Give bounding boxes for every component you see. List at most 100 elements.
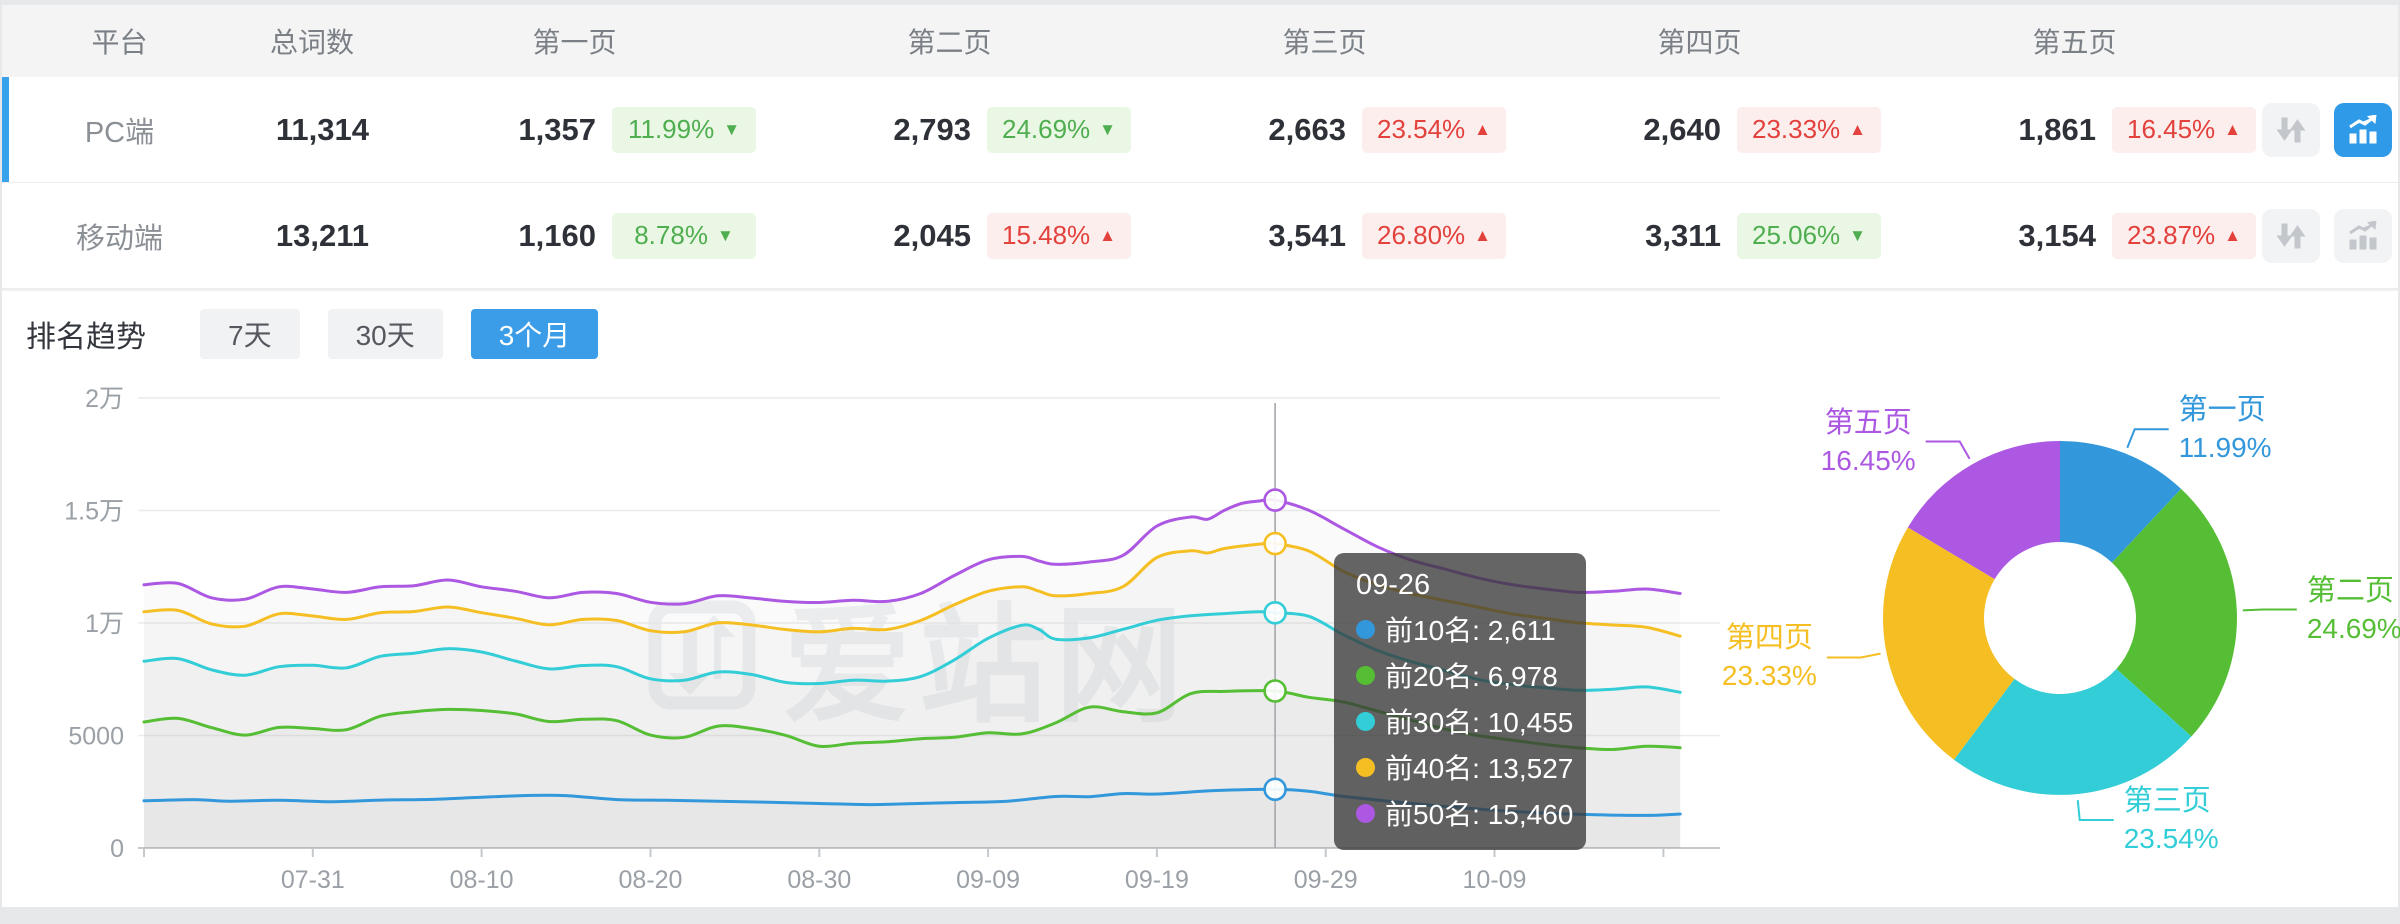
change-percent: 16.45% [2126,114,2216,144]
donut-label-percent: 24.69% [2306,612,2400,644]
area-top20 [144,690,1681,848]
arrow-up-icon: ▲ [1474,226,1491,245]
page-5-cell: 3,154 23.87% ▲ [1887,212,2262,259]
dashboard-card: 平台 总词数 第一页 第二页 第三页 第四页 第五页 PC端 11,314 1,357 11.99… [2,5,2400,907]
page-count: 2,793 [893,111,971,147]
tooltip-date: 09-26 [1356,569,1431,601]
arrow-down-icon: ▼ [1099,120,1116,139]
column-header-5: 第三页 [1282,27,1367,58]
donut-label-leader [1925,440,1971,460]
x-axis-tick-label: 09-29 [1294,866,1358,894]
change-percent: 8.78% [634,220,708,250]
arrow-up-icon: ▲ [2224,226,2241,245]
page-5-cell: 1,861 16.45% ▲ [1887,106,2262,153]
x-axis-tick-label: 08-30 [787,866,851,894]
arrow-up-icon: ▲ [1849,120,1866,139]
tab-30d[interactable]: 30天 [327,309,443,359]
column-header-3: 第一页 [532,27,617,58]
donut-slice-page-3[interactable] [1954,668,2192,795]
tooltip-text: 前40名: 13,527 [1385,753,1574,784]
donut-slice-page-1[interactable] [2060,441,2182,563]
change-badge: 24.69% ▼ [987,106,1131,153]
column-header-7: 第五页 [2032,27,2117,58]
highlight-marker-top50 [1263,488,1287,512]
change-badge: 23.87% ▲ [2112,212,2256,259]
donut-slice-page-2[interactable] [2112,488,2237,737]
row-actions [2262,102,2400,157]
change-badge: 8.78% ▼ [612,212,756,259]
y-axis-tick-label: 2万 [85,385,124,413]
page-1-cell: 1,160 8.78% ▼ [387,212,762,259]
column-header-6: 第四页 [1657,27,1742,58]
trend-chart-button[interactable] [2334,208,2392,263]
donut-label-page-2: 第二页 24.69% [2307,572,2400,648]
tooltip-item: 前30名: 10,455 [1356,698,1573,744]
page-4-cell: 3,311 25.06% ▼ [1512,212,1887,259]
y-axis-tick-label: 0 [110,835,124,863]
tooltip-text: 前50名: 15,460 [1385,799,1574,830]
platform-name: PC端 [84,116,155,149]
change-percent: 11.99% [627,114,715,144]
y-axis-tick-label: 1万 [85,610,124,638]
donut-label-leader [2242,608,2297,612]
x-axis-tick-label: 08-20 [619,866,683,894]
highlight-marker-top20 [1263,679,1287,703]
change-percent: 24.69% [1001,114,1091,144]
page-3-cell: 2,663 23.54% ▲ [1137,106,1512,153]
page-count: 3,311 [1645,217,1721,253]
donut-label-leader [2126,428,2169,449]
page-count: 3,541 [1268,217,1346,253]
change-badge: 26.80% ▲ [1362,212,1506,259]
change-percent: 15.48% [1001,220,1091,250]
rank-trend-line-chart: 0 5000 1万 1.5万 2万 07-31 08-10 08-20 08-30 09-09 09… [64,385,1720,894]
tab-7d[interactable]: 7天 [200,309,300,359]
page-1-cell: 1,357 11.99% ▼ [387,106,762,153]
tab-3m[interactable]: 3个月 [470,309,599,359]
page-2-cell: 2,045 15.48% ▲ [762,212,1137,259]
donut-label-page-5: 第五页 16.45% [1821,404,1916,480]
table-row-pc[interactable]: PC端 11,314 1,357 11.99% ▼ 2,793 24.69% ▼ 2,663 23… [2,77,2398,183]
donut-label-percent: 11.99% [2178,432,2272,464]
change-percent: 23.87% [2126,220,2216,250]
arrow-down-icon: ▼ [716,226,734,245]
donut-label-name: 第五页 [1824,406,1912,439]
chart-tooltip: 09-26 前10名: 2,611 前20名: 6,978 前30名: 10,455… [1334,553,1586,850]
highlight-marker-top30 [1263,601,1287,625]
trend-chart-button[interactable] [2334,102,2392,157]
page-4-cell: 2,640 23.33% ▲ [1512,106,1887,153]
sort-toggle-button[interactable] [2262,208,2320,263]
page-count: 3,154 [2018,217,2096,253]
column-header-2: 总词数 [269,27,354,58]
change-badge: 23.33% ▲ [1737,106,1881,153]
tooltip-item: 前10名: 2,611 [1356,606,1564,652]
series-dot-top10 [1356,619,1375,639]
sort-toggle-button[interactable] [2262,102,2320,157]
y-axis-tick-label: 5000 [68,723,124,751]
arrow-up-icon: ▲ [1474,120,1491,139]
trend-section-title: 排名趋势 [26,321,146,354]
donut-slice-page-4[interactable] [1882,527,2015,760]
change-percent: 26.80% [1376,220,1466,250]
tooltip-item: 前50名: 15,460 [1356,790,1573,836]
column-header-1: 平台 [91,27,148,58]
page-count: 2,640 [1643,111,1721,147]
page-count: 2,663 [1268,111,1346,147]
charts-area: 爱站网 050001万1.5万2万07-3108-1008-2008-3009-… [2,377,2400,907]
change-badge: 23.54% ▲ [1362,106,1506,153]
page-3-cell: 3,541 26.80% ▲ [1137,212,1512,259]
change-percent: 23.54% [1376,114,1466,144]
donut-slice-page-5[interactable] [1907,441,2060,580]
page-count: 1,861 [2018,111,2096,147]
series-dot-top40 [1356,757,1375,777]
donut-label-name: 第二页 [2306,574,2394,607]
x-axis-tick-label: 09-19 [1125,866,1189,894]
series-dot-top30 [1356,711,1375,731]
change-badge: 16.45% ▲ [2112,106,2256,153]
highlight-marker-top10 [1263,777,1287,802]
arrow-up-icon: ▲ [2224,120,2241,139]
trend-section-bar: 排名趋势 7天 30天 3个月 [2,289,2398,377]
table-row-mobile[interactable]: 移动端 13,211 1,160 8.78% ▼ 2,045 15.48% ▲ 3,541 26.… [2,183,2398,289]
donut-label-percent: 23.33% [1721,660,1817,692]
arrow-up-icon: ▲ [1099,226,1116,245]
arrow-down-icon: ▼ [723,120,741,139]
